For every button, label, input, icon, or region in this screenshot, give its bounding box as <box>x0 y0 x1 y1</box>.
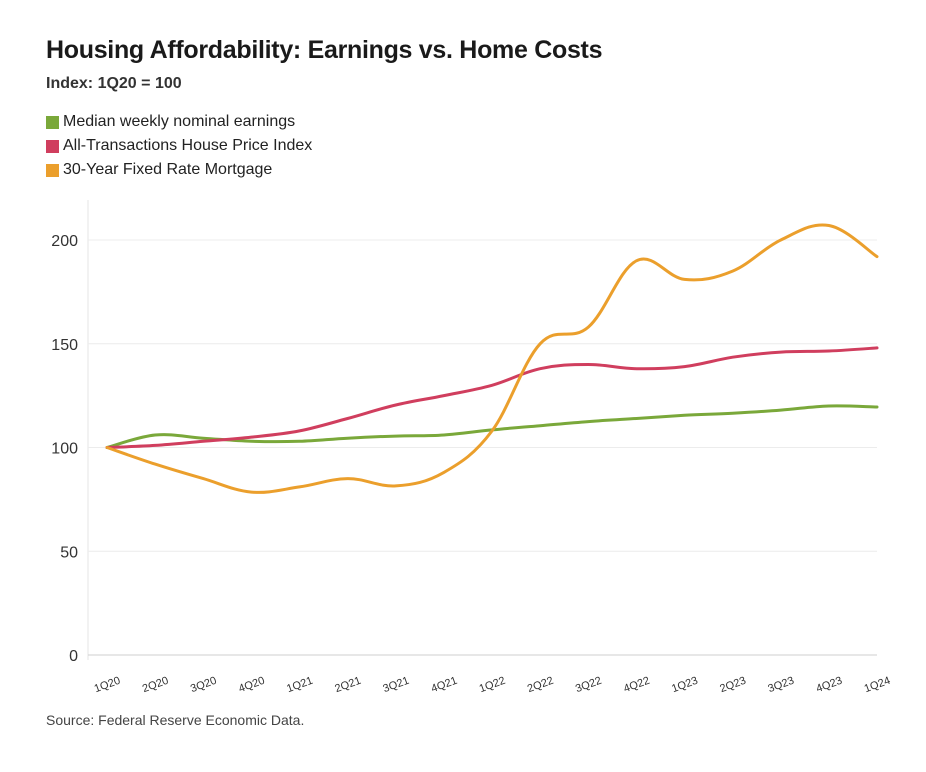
legend-label-earnings: Median weekly nominal earnings <box>63 113 296 130</box>
x-tick-label: 2Q22 <box>526 675 555 695</box>
legend-item-house-price: All-Transactions House Price Index <box>46 134 312 158</box>
y-tick-label: 100 <box>51 441 78 458</box>
y-tick-label: 0 <box>69 648 78 665</box>
x-tick-label: 4Q20 <box>237 675 266 695</box>
legend-label-mortgage: 30-Year Fixed Rate Mortgage <box>63 161 273 178</box>
x-tick-label: 3Q21 <box>381 675 410 695</box>
legend-swatch-mortgage <box>46 163 59 177</box>
series-line-mortgage <box>105 223 879 494</box>
x-tick-label: 4Q23 <box>815 675 844 695</box>
x-tick-label: 4Q21 <box>430 675 459 695</box>
x-tick-label: 3Q20 <box>189 675 218 695</box>
legend: Median weekly nominal earnings All-Trans… <box>46 110 312 182</box>
x-tick-label: 2Q20 <box>141 675 170 695</box>
legend-item-earnings: Median weekly nominal earnings <box>46 110 312 134</box>
x-tick-label: 2Q21 <box>333 675 362 695</box>
chart-title: Housing Affordability: Earnings vs. Home… <box>46 36 603 64</box>
series-line-earnings <box>105 404 879 449</box>
legend-item-mortgage: 30-Year Fixed Rate Mortgage <box>46 158 312 182</box>
legend-label-house-price: All-Transactions House Price Index <box>63 137 313 154</box>
x-tick-label: 1Q21 <box>285 675 314 695</box>
x-tick-label: 1Q20 <box>93 675 122 695</box>
x-tick-label: 1Q24 <box>863 675 892 695</box>
x-tick-label: 3Q22 <box>574 675 603 695</box>
x-tick-label: 3Q23 <box>766 675 795 695</box>
y-tick-label: 50 <box>60 544 78 561</box>
chart-subtitle: Index: 1Q20 = 100 <box>46 75 182 92</box>
y-tick-label: 150 <box>51 337 78 354</box>
legend-swatch-house-price <box>46 139 59 153</box>
x-tick-label: 4Q22 <box>622 675 651 695</box>
source-note: Source: Federal Reserve Economic Data. <box>46 712 305 728</box>
x-tick-label: 1Q23 <box>670 675 699 695</box>
x-tick-label: 2Q23 <box>718 675 747 695</box>
legend-swatch-earnings <box>46 115 59 129</box>
x-tick-label: 1Q22 <box>478 675 507 695</box>
series-line-house-price <box>105 346 879 449</box>
y-tick-label: 200 <box>51 233 78 250</box>
